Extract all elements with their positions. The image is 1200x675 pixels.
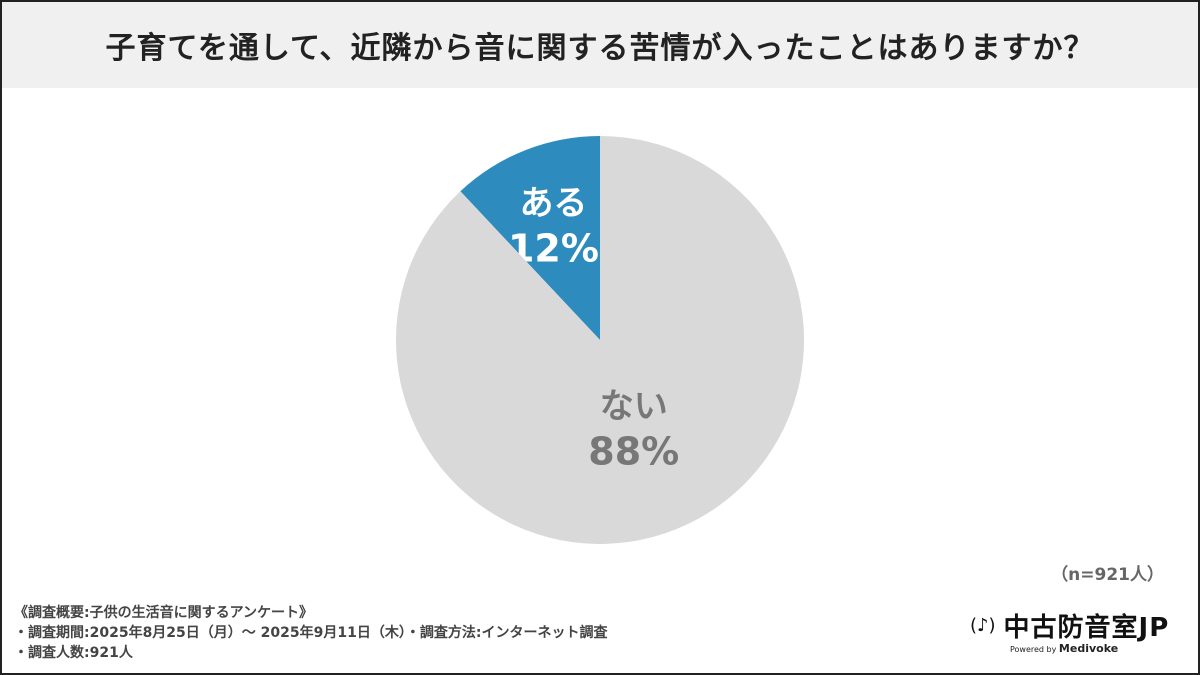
note-line: ・調査期間:2025年8月25日（月）～ 2025年9月11日（木）・調査方法:… <box>14 625 608 641</box>
note-line: ・調査人数:921人 <box>14 645 133 661</box>
music-note-icon: (♪) <box>970 615 996 636</box>
sample-size: （n=921人） <box>1051 565 1164 585</box>
chart-title: 子育てを通して、近隣から音に関する苦情が入ったことはありますか？ <box>105 31 1095 66</box>
slice-category-label: ある <box>519 183 587 223</box>
logo: (♪) 中古防音室JP Powered by Medivoke <box>970 613 1170 655</box>
slice-value-label: 88% <box>588 430 679 474</box>
title-bar: 子育てを通して、近隣から音に関する苦情が入ったことはありますか？ <box>2 2 1198 88</box>
pie-slice-1 <box>396 136 805 545</box>
slice-category-label: ない <box>600 386 668 426</box>
note-line: 《調査概要:子供の生活音に関するアンケート》 <box>14 605 314 621</box>
pie-slice-0 <box>460 136 600 340</box>
survey-notes: 《調査概要:子供の生活音に関するアンケート》 ・調査期間:2025年8月25日（… <box>14 603 607 663</box>
